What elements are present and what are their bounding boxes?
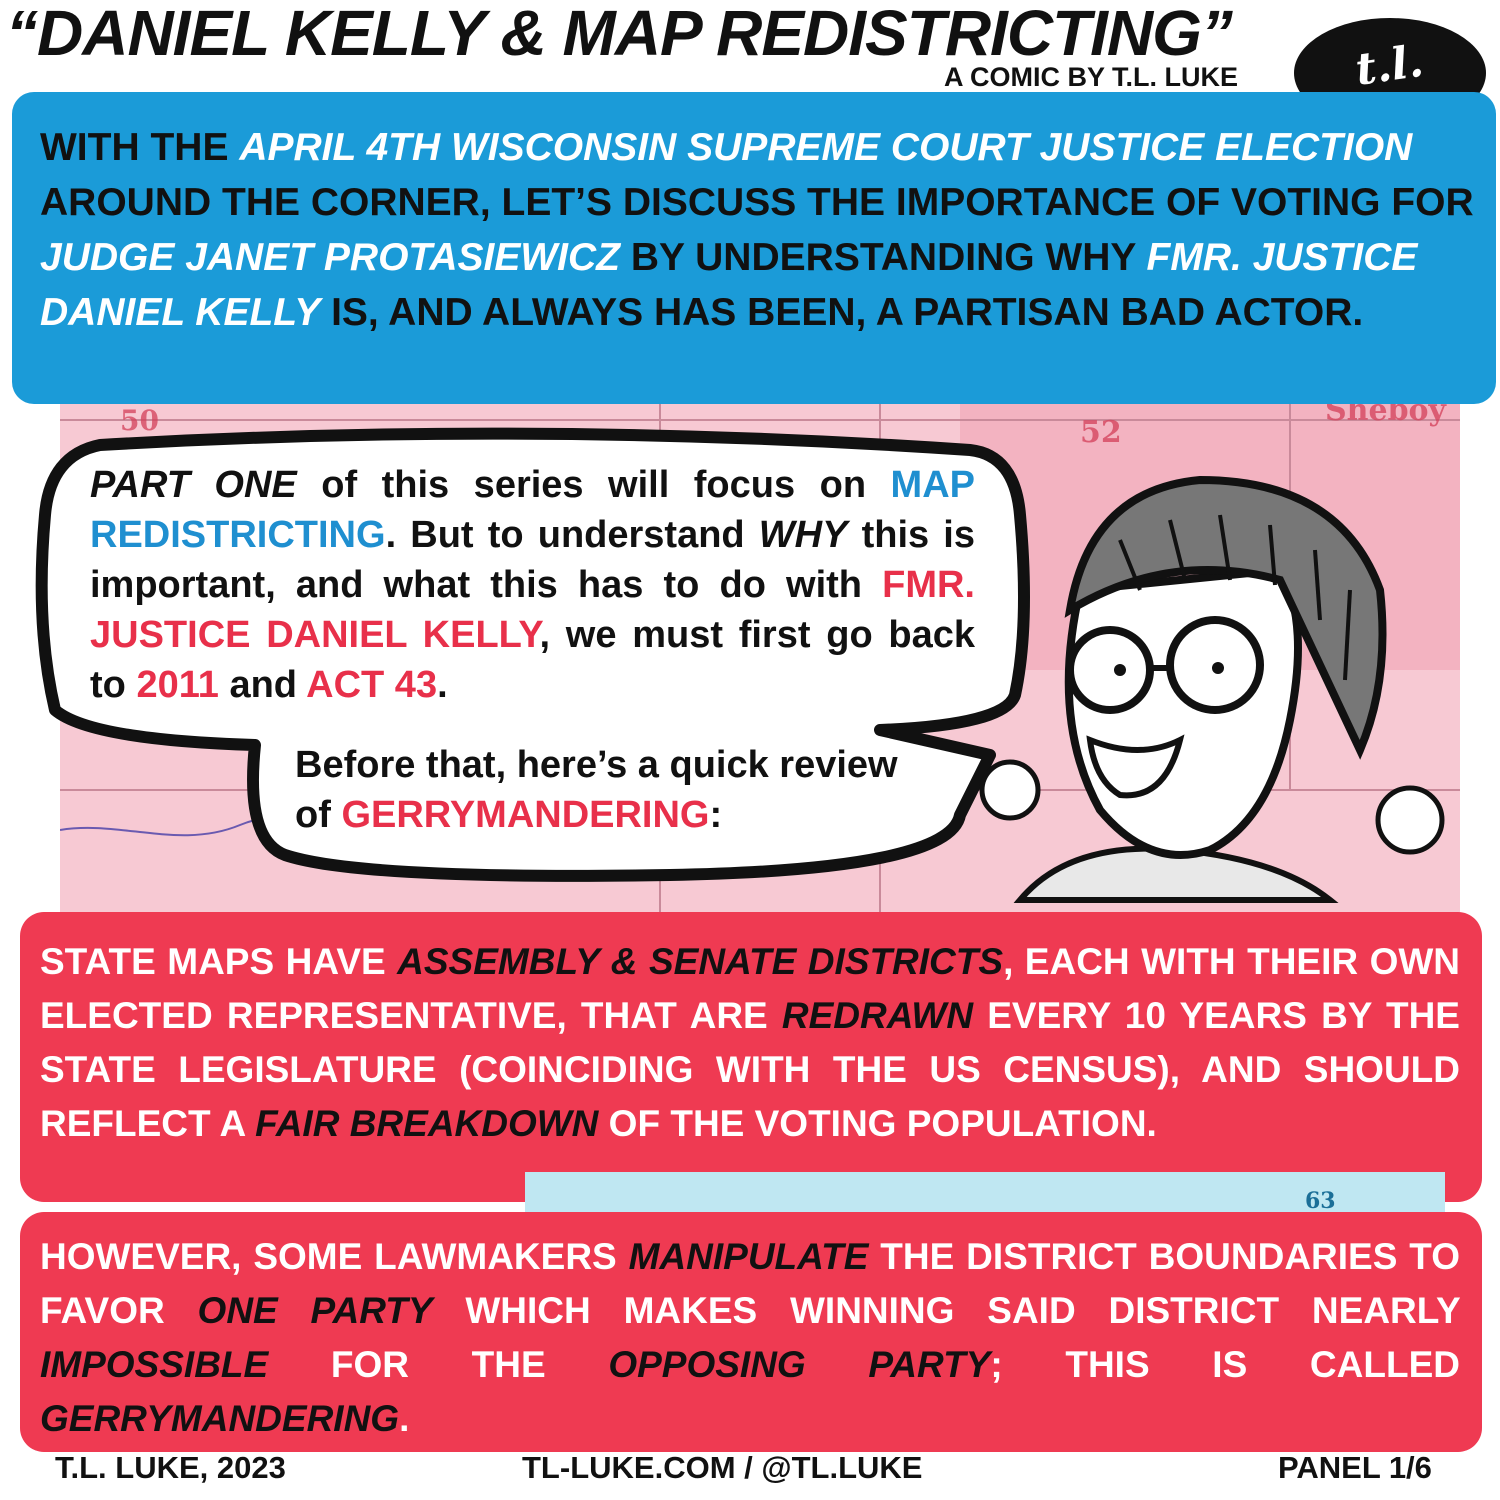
text-run: ACT 43 xyxy=(306,664,438,706)
speech-text: Before that, here’s a quick review of GE… xyxy=(295,740,935,840)
text-run: : xyxy=(709,794,723,836)
text-run: BY UNDERSTANDING WHY xyxy=(620,236,1147,279)
text-run: of this series will focus on xyxy=(296,464,891,506)
text-run: . xyxy=(437,664,448,706)
text-run: THE DISTRICT BOUNDARIES TO FAVOR xyxy=(40,1236,1471,1331)
text-run: FOR THE xyxy=(268,1344,609,1385)
text-run: GERRYMANDERING xyxy=(40,1398,400,1439)
character-illustration xyxy=(979,475,1445,903)
speech-bubble xyxy=(35,427,1030,882)
text-run: FAIR BREAKDOWN xyxy=(255,1103,599,1144)
text-run: , we must first go back to xyxy=(90,614,986,706)
text-run: APRIL 4TH WISCONSIN SUPREME COURT JUSTIC… xyxy=(239,126,1413,169)
text-run: Before that, here’s a quick review of xyxy=(295,744,909,836)
text-run: , EACH WITH THEIR OWN ELECTED REPRESENTA… xyxy=(40,941,1471,1036)
panel-number: PANEL 1/6 xyxy=(1278,1450,1432,1485)
text-run: FMR. JUSTICE DANIEL KELLY xyxy=(40,236,1429,334)
explanation-box xyxy=(20,912,1482,1202)
text-run: WHICH MAKES WINNING SAID DISTRICT NEARLY xyxy=(432,1290,1471,1331)
explanation-box xyxy=(20,1212,1482,1452)
text-run: HOWEVER, SOME LAWMAKERS xyxy=(40,1236,629,1277)
explanation-text: STATE MAPS HAVE ASSEMBLY & SENATE DISTRI… xyxy=(40,935,1460,1151)
text-run: OF THE VOTING POPULATION. xyxy=(598,1103,1157,1144)
map-label: 50 xyxy=(120,404,159,437)
text-run: . xyxy=(399,1398,410,1439)
text-run: WITH THE xyxy=(40,126,240,169)
byline: A COMIC BY T.L. LUKE xyxy=(944,62,1239,92)
text-run: REDRAWN xyxy=(781,995,974,1036)
text-run: 2011 xyxy=(136,664,219,706)
text-run: EVERY 10 YEARS BY THE STATE LEGISLATURE … xyxy=(40,995,1471,1144)
text-run: GERRYMANDERING xyxy=(341,794,710,836)
text-run: ASSEMBLY & SENATE DISTRICTS xyxy=(397,941,1004,982)
text-run: WHY xyxy=(758,514,848,556)
text-run: PART ONE xyxy=(90,464,297,506)
text-run: ONE PARTY xyxy=(197,1290,433,1331)
comic-title: “DANIEL KELLY & MAP REDISTRICTING” xyxy=(6,0,1233,69)
intro-text: WITH THE APRIL 4TH WISCONSIN SUPREME COU… xyxy=(40,120,1480,340)
text-run: MAP REDISTRICTING xyxy=(90,464,986,556)
text-run: and xyxy=(218,664,307,706)
text-run: AROUND THE CORNER, LET’S DISCUSS THE IMP… xyxy=(40,126,1485,224)
map-label: 63 xyxy=(1305,1188,1336,1214)
text-run: ; THIS IS CALLED xyxy=(990,1344,1471,1385)
speech-text: PART ONE of this series will focus on MA… xyxy=(90,460,975,710)
explanation-text: HOWEVER, SOME LAWMAKERS MANIPULATE THE D… xyxy=(40,1230,1460,1446)
text-run: JUDGE JANET PROTASIEWICZ xyxy=(40,236,620,279)
links: TL-LUKE.COM / @TL.LUKE xyxy=(522,1450,923,1485)
text-run: . But to understand xyxy=(385,514,759,556)
text-run: MANIPULATE xyxy=(628,1236,869,1277)
text-run: OPPOSING PARTY xyxy=(608,1344,991,1385)
copyright: T.L. LUKE, 2023 xyxy=(55,1450,286,1485)
text-run: STATE MAPS HAVE xyxy=(40,941,398,982)
map-label: 52 xyxy=(1080,415,1122,450)
text-run: this is important, and what this has to … xyxy=(90,514,986,606)
text-run: FMR. JUSTICE DANIEL KELLY xyxy=(90,564,986,656)
intro-box xyxy=(12,92,1496,404)
text-run: IMPOSSIBLE xyxy=(40,1344,269,1385)
text-run: IS, AND ALWAYS HAS BEEN, A PARTISAN BAD … xyxy=(320,291,1364,334)
